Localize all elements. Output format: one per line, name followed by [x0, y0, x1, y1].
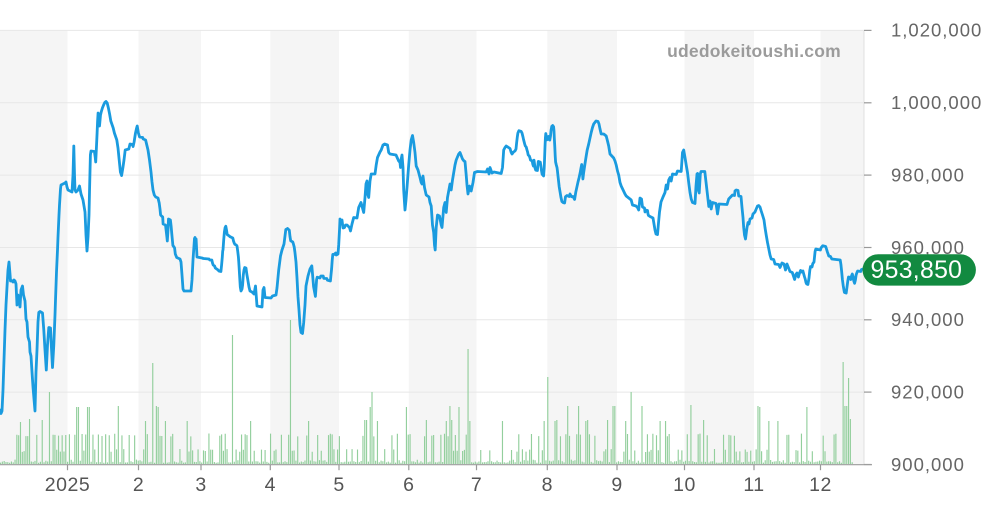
svg-text:10: 10: [673, 474, 696, 496]
svg-text:2: 2: [133, 474, 144, 496]
svg-text:4: 4: [265, 474, 276, 496]
svg-text:6: 6: [403, 474, 414, 496]
svg-text:1,000,000: 1,000,000: [891, 92, 982, 113]
svg-text:953,850: 953,850: [871, 257, 963, 284]
svg-text:7: 7: [471, 474, 482, 496]
svg-text:960,000: 960,000: [891, 237, 965, 258]
svg-text:udedokeitoushi.com: udedokeitoushi.com: [667, 41, 841, 61]
svg-text:940,000: 940,000: [891, 309, 965, 330]
svg-text:5: 5: [333, 474, 344, 496]
svg-text:8: 8: [542, 474, 553, 496]
svg-text:11: 11: [743, 474, 764, 496]
svg-text:920,000: 920,000: [891, 381, 965, 402]
svg-text:3: 3: [195, 474, 206, 496]
svg-text:2025: 2025: [45, 474, 90, 496]
svg-text:980,000: 980,000: [891, 164, 965, 185]
svg-text:9: 9: [611, 474, 622, 496]
svg-text:900,000: 900,000: [891, 454, 965, 475]
svg-text:1,020,000: 1,020,000: [891, 20, 982, 41]
svg-text:12: 12: [809, 474, 832, 496]
